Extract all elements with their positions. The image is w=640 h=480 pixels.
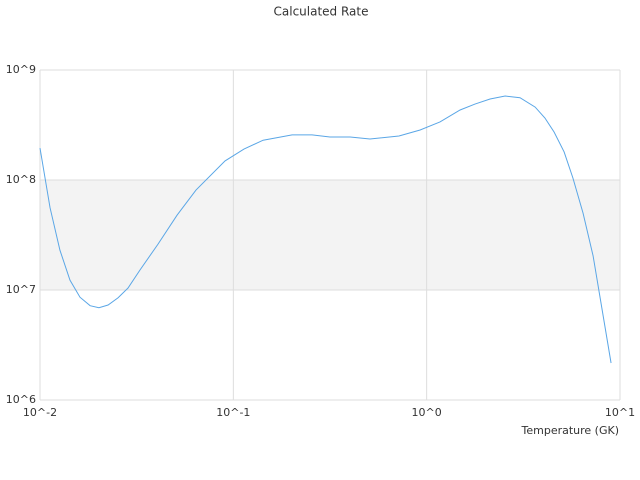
y-tick-label: 10^9 bbox=[6, 63, 36, 76]
x-axis-label: Temperature (GK) bbox=[521, 424, 620, 437]
chart-title: Calculated Rate bbox=[274, 5, 369, 19]
x-tick-label: 10^-1 bbox=[216, 406, 250, 419]
y-tick-label: 10^8 bbox=[6, 173, 36, 186]
x-tick-label: 10^1 bbox=[605, 406, 635, 419]
x-tick-label: 10^0 bbox=[412, 406, 442, 419]
y-tick-label: 10^7 bbox=[6, 283, 36, 296]
band bbox=[40, 180, 620, 290]
x-tick-label: 10^-2 bbox=[23, 406, 57, 419]
data-line bbox=[39, 95, 612, 364]
y-tick-label: 10^6 bbox=[6, 393, 36, 406]
